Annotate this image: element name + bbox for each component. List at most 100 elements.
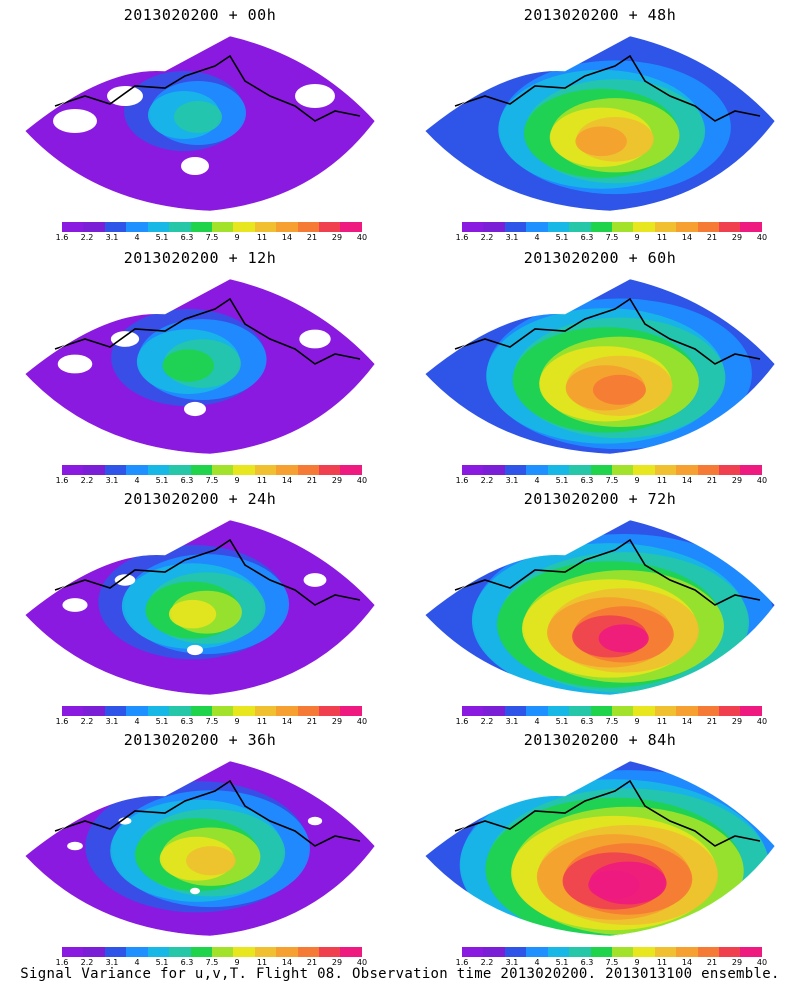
colorbar-tick-label: 1.6 bbox=[455, 476, 469, 485]
colorbar-tick-label: 6.3 bbox=[580, 233, 594, 242]
missing-data-patch bbox=[190, 887, 200, 895]
colorbar-swatch bbox=[254, 465, 277, 475]
missing-data-patch bbox=[187, 644, 203, 656]
colorbar-tick-label: 2.2 bbox=[80, 717, 94, 726]
colorbar-swatch bbox=[104, 465, 127, 475]
colorbar-swatch bbox=[697, 465, 720, 475]
colorbar-tick-label: 4 bbox=[534, 233, 540, 242]
colorbar-swatch bbox=[569, 222, 591, 232]
colorbar-swatch bbox=[526, 706, 548, 716]
colorbar-labels: 1.6 2.2 3.1 4 5.1 6.3 7.5 9 11 14 21 29 40 bbox=[50, 717, 370, 729]
colorbar-tick-label: 3.1 bbox=[505, 233, 519, 242]
coastline bbox=[54, 538, 361, 606]
variance-contour bbox=[174, 101, 222, 133]
colorbar-swatch bbox=[147, 706, 170, 716]
colorbar-tick-label: 40 bbox=[356, 958, 368, 967]
colorbar-tick-label: 11 bbox=[256, 476, 268, 485]
colorbar-swatch bbox=[190, 947, 212, 957]
colorbar-tick-label: 3.1 bbox=[105, 233, 119, 242]
colorbar-swatch bbox=[147, 465, 170, 475]
colorbar-swatch bbox=[740, 222, 762, 232]
colorbar-swatch bbox=[483, 465, 505, 475]
colorbar-tick-label: 9 bbox=[234, 233, 240, 242]
colorbar-swatch bbox=[147, 947, 170, 957]
colorbar-tick-label: 29 bbox=[731, 233, 743, 242]
colorbar-swatch bbox=[526, 947, 548, 957]
colorbar-tick-label: 5.1 bbox=[555, 958, 569, 967]
colorbar-swatch bbox=[462, 947, 484, 957]
colorbar-swatch bbox=[740, 465, 762, 475]
colorbar-tick-label: 3.1 bbox=[105, 958, 119, 967]
colorbar-swatch bbox=[611, 706, 634, 716]
variance-map bbox=[24, 760, 376, 937]
colorbar-tick-label: 21 bbox=[706, 476, 718, 485]
map-panel: 2013020200 + 36h 1.6 2.2 3.1 4 5.1 6.3 7.5 9 11 14… bbox=[0, 725, 400, 972]
colorbar-tick-label: 4 bbox=[534, 717, 540, 726]
colorbar-tick-label: 1.6 bbox=[55, 233, 69, 242]
colorbar-tick-label: 1.6 bbox=[455, 717, 469, 726]
colorbar-tick-label: 3.1 bbox=[105, 476, 119, 485]
variance-map bbox=[424, 760, 776, 937]
coastline bbox=[454, 538, 761, 606]
colorbar bbox=[462, 222, 762, 232]
colorbar-swatch bbox=[462, 706, 484, 716]
colorbar-tick-label: 21 bbox=[306, 233, 318, 242]
colorbar-labels: 1.6 2.2 3.1 4 5.1 6.3 7.5 9 11 14 21 29 40 bbox=[450, 958, 770, 970]
colorbar-tick-label: 6.3 bbox=[180, 717, 194, 726]
colorbar-swatch bbox=[611, 947, 634, 957]
colorbar-tick-label: 5.1 bbox=[555, 233, 569, 242]
colorbar-swatch bbox=[740, 706, 762, 716]
panel-title: 2013020200 + 84h bbox=[523, 731, 677, 749]
colorbar-tick-label: 29 bbox=[731, 958, 743, 967]
colorbar-swatch bbox=[719, 947, 741, 957]
map-boundary bbox=[424, 519, 776, 696]
colorbar-swatch bbox=[211, 706, 234, 716]
variance-map bbox=[24, 278, 376, 455]
missing-data-patch bbox=[67, 841, 83, 851]
colorbar-tick-label: 1.6 bbox=[455, 958, 469, 967]
colorbar-swatch bbox=[676, 706, 698, 716]
colorbar-tick-label: 6.3 bbox=[180, 958, 194, 967]
colorbar-tick-label: 6.3 bbox=[180, 476, 194, 485]
colorbar-swatch bbox=[590, 465, 612, 475]
colorbar-tick-label: 21 bbox=[706, 233, 718, 242]
colorbar-tick-label: 1.6 bbox=[55, 717, 69, 726]
colorbar-swatch bbox=[276, 706, 298, 716]
missing-data-patch bbox=[181, 157, 209, 175]
colorbar-swatch bbox=[254, 706, 277, 716]
colorbar-swatch bbox=[504, 706, 527, 716]
colorbar-swatch bbox=[719, 465, 741, 475]
colorbar-swatch bbox=[276, 222, 298, 232]
missing-data-patch bbox=[62, 598, 88, 612]
variance-contour bbox=[592, 374, 646, 405]
colorbar-swatch bbox=[211, 947, 234, 957]
colorbar-tick-label: 4 bbox=[534, 476, 540, 485]
colorbar-tick-label: 14 bbox=[281, 717, 293, 726]
colorbar-swatch bbox=[319, 947, 341, 957]
colorbar-tick-label: 14 bbox=[281, 476, 293, 485]
colorbar-tick-label: 40 bbox=[756, 958, 768, 967]
coastline bbox=[454, 54, 761, 122]
colorbar-tick-label: 21 bbox=[306, 476, 318, 485]
colorbar-swatch bbox=[62, 222, 84, 232]
panel-title: 2013020200 + 24h bbox=[123, 490, 277, 508]
colorbar-swatch bbox=[697, 706, 720, 716]
map-boundary bbox=[24, 278, 376, 455]
colorbar-tick-label: 2.2 bbox=[80, 958, 94, 967]
colorbar-tick-label: 40 bbox=[756, 717, 768, 726]
colorbar-tick-label: 21 bbox=[306, 717, 318, 726]
colorbar-swatch bbox=[590, 222, 612, 232]
colorbar-swatch bbox=[462, 222, 484, 232]
colorbar-swatch bbox=[697, 947, 720, 957]
colorbar bbox=[462, 706, 762, 716]
colorbar-tick-label: 4 bbox=[134, 233, 140, 242]
coastline bbox=[454, 779, 761, 847]
colorbar-tick-label: 3.1 bbox=[505, 958, 519, 967]
missing-data-patch bbox=[110, 331, 140, 347]
map-boundary bbox=[424, 760, 776, 937]
colorbar-tick-label: 14 bbox=[281, 233, 293, 242]
colorbar-swatch bbox=[676, 465, 698, 475]
colorbar-tick-label: 9 bbox=[634, 476, 640, 485]
colorbar-tick-label: 3.1 bbox=[505, 476, 519, 485]
colorbar-tick-label: 14 bbox=[681, 233, 693, 242]
